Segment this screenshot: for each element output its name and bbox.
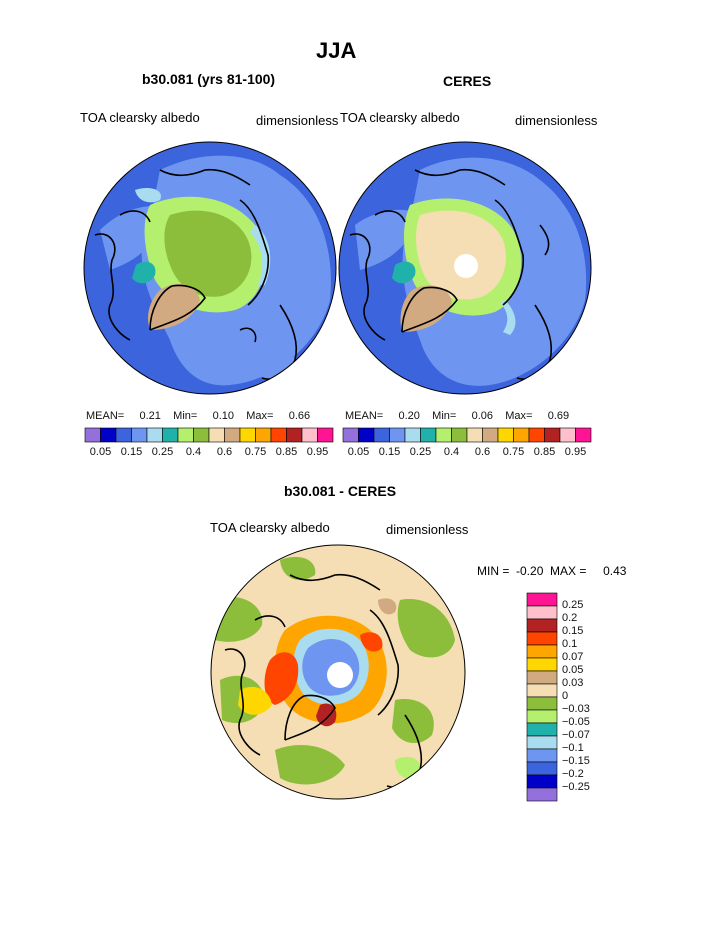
legend-swatch bbox=[526, 696, 558, 711]
legend-swatch bbox=[526, 670, 558, 685]
max-label: Max= bbox=[505, 410, 533, 422]
diff-variable-label: TOA clearsky albedo bbox=[210, 520, 330, 535]
legend-tick-label: 0.07 bbox=[562, 651, 584, 663]
diff-legend-bar bbox=[526, 592, 558, 802]
colorbar-tick-label: 0.15 bbox=[378, 446, 401, 458]
panel-right-units-label: dimensionless bbox=[515, 113, 598, 128]
colorbar-tick-label: 0.95 bbox=[564, 446, 587, 458]
legend-swatch bbox=[526, 618, 558, 633]
min-label: Min= bbox=[432, 410, 457, 422]
legend-tick-label: 0.1 bbox=[562, 638, 578, 650]
panel-left-subtitle: b30.081 (yrs 81-100) bbox=[142, 71, 276, 87]
min-label: Min= bbox=[173, 410, 198, 422]
colorbar-tick-label: 0.15 bbox=[120, 446, 143, 458]
page-title: JJA bbox=[316, 38, 357, 63]
colorbar-right bbox=[342, 427, 592, 443]
legend-swatch bbox=[526, 735, 558, 750]
legend-tick-label: −0.1 bbox=[562, 742, 584, 754]
legend-swatch bbox=[526, 709, 558, 724]
legend-tick-label: 0 bbox=[562, 690, 569, 702]
colorbar-tick-label: 0.6 bbox=[474, 446, 491, 458]
min-value: 0.06 bbox=[471, 410, 494, 422]
colorbar-tick-label: 0.4 bbox=[443, 446, 460, 458]
colorbar-tick-label: 0.4 bbox=[185, 446, 202, 458]
colorbar-tick-label: 0.05 bbox=[347, 446, 370, 458]
legend-tick-label: 0.05 bbox=[562, 664, 584, 676]
colorbar-tick-label: 0.25 bbox=[151, 446, 174, 458]
colorbar-tick-label: 0.85 bbox=[275, 446, 298, 458]
panel-right-subtitle: CERES bbox=[443, 73, 492, 89]
panel-left-stats: MEAN= 0.21 Min= 0.10 Max= 0.66 bbox=[86, 410, 310, 422]
mean-value: 0.21 bbox=[139, 410, 161, 422]
legend-swatch bbox=[526, 644, 558, 659]
legend-swatch bbox=[526, 683, 558, 698]
colorbar-tick-label: 0.6 bbox=[216, 446, 233, 458]
legend-swatch bbox=[526, 657, 558, 672]
legend-swatch bbox=[526, 761, 558, 776]
colorbar-tick-label: 0.85 bbox=[533, 446, 556, 458]
legend-tick-label: −0.15 bbox=[562, 755, 590, 767]
min-value: 0.10 bbox=[212, 410, 235, 422]
legend-tick-label: −0.03 bbox=[562, 703, 590, 715]
legend-swatch bbox=[526, 722, 558, 737]
colorbar-left bbox=[84, 427, 334, 443]
legend-swatch bbox=[526, 774, 558, 789]
mean-label: MEAN= bbox=[345, 410, 384, 422]
diff-subtitle: b30.081 - CERES bbox=[284, 483, 397, 499]
panel-right-stats: MEAN= 0.20 Min= 0.06 Max= 0.69 bbox=[345, 410, 569, 422]
colorbar-tick-label: 0.95 bbox=[306, 446, 329, 458]
diff-minmax: MIN = -0.20 MAX = 0.43 bbox=[477, 564, 626, 578]
legend-tick-label: 0.2 bbox=[562, 612, 578, 624]
panel-right-variable-label: TOA clearsky albedo bbox=[340, 110, 460, 125]
legend-tick-label: −0.07 bbox=[562, 729, 590, 741]
legend-swatch bbox=[526, 631, 558, 646]
mean-value: 0.20 bbox=[398, 410, 420, 422]
mean-label: MEAN= bbox=[86, 410, 125, 422]
colorbar-tick-label: 0.05 bbox=[89, 446, 112, 458]
colorbar-tick-label: 0.75 bbox=[244, 446, 267, 458]
legend-swatch bbox=[526, 748, 558, 763]
legend-tick-label: −0.2 bbox=[562, 768, 584, 780]
panel-left-units-label: dimensionless bbox=[256, 113, 339, 128]
colorbar-tick-label: 0.25 bbox=[409, 446, 432, 458]
diff-units-label: dimensionless bbox=[386, 522, 469, 537]
min-value: -0.20 bbox=[516, 564, 544, 578]
legend-tick-label: 0.15 bbox=[562, 625, 584, 637]
legend-tick-label: −0.25 bbox=[562, 781, 590, 793]
max-value: 0.66 bbox=[288, 410, 311, 422]
max-value: 0.43 bbox=[603, 564, 627, 578]
panel-left-variable-label: TOA clearsky albedo bbox=[80, 110, 200, 125]
legend-tick-label: −0.05 bbox=[562, 716, 590, 728]
legend-tick-label: 0.03 bbox=[562, 677, 584, 689]
legend-swatch bbox=[526, 787, 558, 802]
legend-tick-label: 0.25 bbox=[562, 599, 584, 611]
max-value: 0.69 bbox=[547, 410, 570, 422]
colorbar-swatch bbox=[317, 427, 334, 443]
max-label: Max= bbox=[246, 410, 274, 422]
colorbar-swatch bbox=[575, 427, 592, 443]
min-label: MIN = bbox=[477, 564, 510, 578]
legend-swatch bbox=[526, 605, 558, 620]
max-label: MAX = bbox=[550, 564, 587, 578]
colorbar-tick-label: 0.75 bbox=[502, 446, 525, 458]
legend-swatch bbox=[526, 592, 558, 607]
